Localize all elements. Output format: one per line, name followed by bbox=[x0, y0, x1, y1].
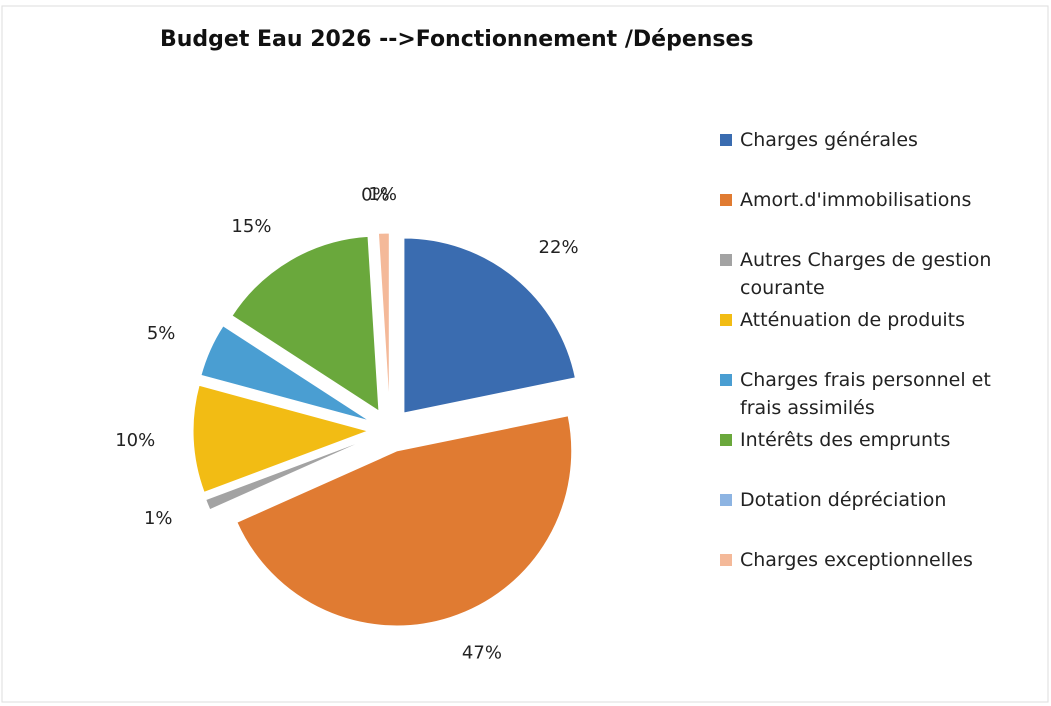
legend-label: Dotation dépréciation bbox=[740, 489, 947, 511]
legend-item: Charges générales bbox=[720, 126, 1030, 186]
legend-swatch bbox=[720, 194, 732, 206]
data-label: 15% bbox=[231, 216, 271, 237]
pie-slice bbox=[231, 235, 380, 412]
legend-item: Amort.d'immobilisations bbox=[720, 186, 1030, 246]
legend-label: Intérêts des emprunts bbox=[740, 429, 951, 451]
legend-swatch bbox=[720, 554, 732, 566]
legend-label: Autres Charges de gestion courante bbox=[740, 249, 992, 299]
legend-label: Charges exceptionnelles bbox=[740, 549, 973, 571]
legend-swatch bbox=[720, 494, 732, 506]
legend-swatch bbox=[720, 314, 732, 326]
legend-item: Autres Charges de gestion courante bbox=[720, 246, 1030, 306]
legend-item: Charges exceptionnelles bbox=[720, 546, 1030, 606]
legend-item: Dotation dépréciation bbox=[720, 486, 1030, 546]
legend-label: Charges frais personnel et frais assimil… bbox=[740, 369, 991, 419]
data-label: 22% bbox=[539, 237, 579, 258]
legend-swatch bbox=[720, 434, 732, 446]
pie-slice bbox=[377, 232, 390, 409]
legend-label: Amort.d'immobilisations bbox=[740, 189, 972, 211]
legend-label: Atténuation de produits bbox=[740, 309, 966, 331]
legend: Charges générales Amort.d'immobilisations… bbox=[720, 126, 1030, 606]
legend-swatch bbox=[720, 374, 732, 386]
pie-slice bbox=[403, 237, 576, 414]
pie-slice bbox=[236, 415, 573, 627]
legend-item: Intérêts des emprunts bbox=[720, 426, 1030, 486]
legend-item: Charges frais personnel et frais assimil… bbox=[720, 366, 1030, 426]
pie-slice bbox=[205, 437, 370, 511]
chart-title: Budget Eau 2026 -->Fonctionnement /Dépen… bbox=[160, 27, 754, 52]
data-label: 10% bbox=[115, 430, 155, 451]
data-label: 1% bbox=[368, 184, 397, 205]
legend-swatch bbox=[720, 134, 732, 146]
chart-border bbox=[1, 5, 1049, 703]
data-label: 47% bbox=[462, 643, 502, 664]
legend-item: Atténuation de produits bbox=[720, 306, 1030, 366]
pie-slice bbox=[200, 325, 371, 422]
data-label: 5% bbox=[147, 323, 176, 344]
legend-swatch bbox=[720, 254, 732, 266]
data-label: 0% bbox=[361, 184, 390, 205]
data-label: 1% bbox=[144, 508, 173, 529]
pie-slice bbox=[192, 384, 370, 493]
legend-label: Charges générales bbox=[740, 129, 918, 151]
